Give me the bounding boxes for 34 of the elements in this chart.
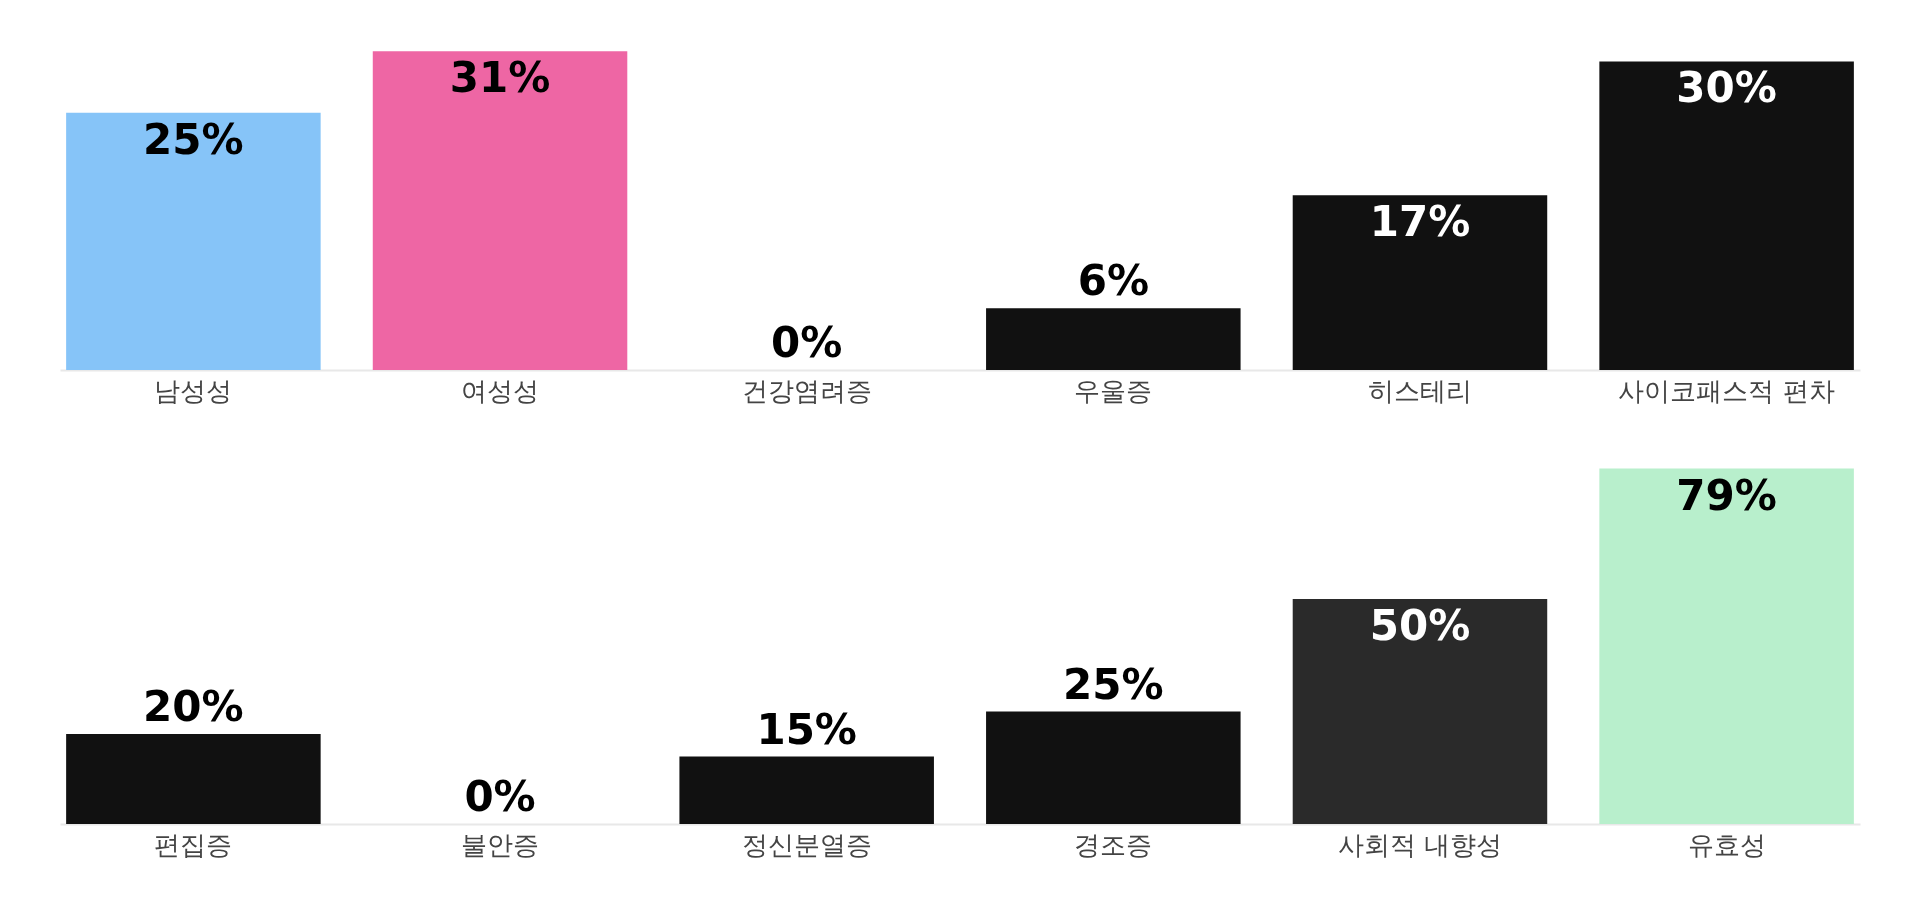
data-label: 25%	[143, 114, 244, 164]
x-tick-label: 경조증	[1074, 829, 1153, 860]
bar	[679, 756, 934, 824]
data-label: 79%	[1676, 470, 1777, 520]
data-label: 6%	[1077, 256, 1149, 306]
bar	[986, 711, 1241, 824]
x-tick-label: 히스테리	[1367, 375, 1472, 406]
bar	[372, 51, 628, 370]
x-tick-label: 건강염려증	[741, 375, 872, 406]
data-label: 20%	[143, 682, 244, 731]
data-label: 50%	[1369, 601, 1471, 650]
bar	[1292, 599, 1548, 824]
bar	[1599, 61, 1854, 370]
data-label: 0%	[771, 318, 843, 367]
x-tick-label: 우울증	[1074, 375, 1153, 406]
data-label: 30%	[1676, 63, 1777, 113]
data-label: 0%	[464, 772, 536, 821]
bar	[66, 112, 321, 370]
x-tick-label: 사회적 내향성	[1337, 829, 1503, 860]
x-tick-label: 여성성	[461, 375, 540, 406]
data-label: 31%	[449, 53, 551, 103]
x-tick-label: 유효성	[1687, 829, 1766, 860]
data-label: 15%	[756, 704, 857, 754]
bar	[1599, 468, 1854, 824]
data-label: 25%	[1063, 659, 1164, 709]
x-tick-label: 사이코패스적 편차	[1618, 375, 1835, 406]
x-tick-label: 불안증	[461, 829, 540, 860]
bar	[66, 734, 321, 824]
x-tick-label: 정신분열증	[741, 829, 872, 860]
data-label: 17%	[1369, 197, 1471, 247]
bar	[1292, 195, 1548, 370]
x-tick-label: 남성성	[154, 375, 233, 406]
x-tick-label: 편집증	[154, 829, 233, 860]
bar	[986, 308, 1241, 370]
